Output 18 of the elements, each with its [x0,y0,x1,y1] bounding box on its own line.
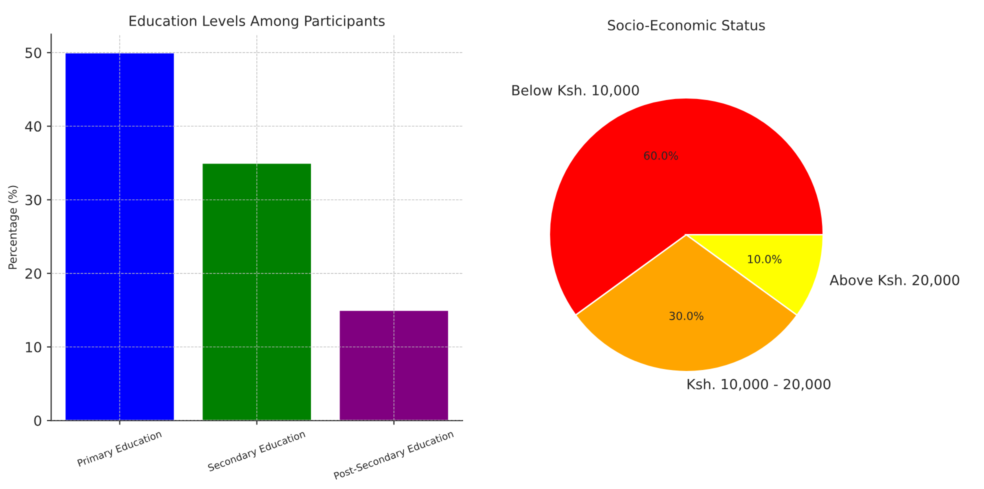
slice-label: Above Ksh. 20,000 [830,274,960,287]
chart-title: Socio-Economic Status [608,20,765,30]
chart-title: Education Levels Among Participants [130,15,385,29]
data-label: 60.0% [644,151,678,160]
bar [64,52,176,421]
data-label: 10.0% [748,254,782,264]
bar [338,309,450,421]
y-tick-label: 0 [34,416,42,426]
y-tick-label: 30 [26,194,42,206]
bar [201,162,312,421]
data-label: 30.0% [670,312,704,320]
y-tick-label: 10 [26,342,42,352]
y-axis-title: Percentage (%) [8,186,19,269]
y-tick-label: 20 [25,268,42,279]
y-tick-label: 40 [25,121,42,132]
y-tick-label: 50 [26,48,42,58]
slice-label: Below Ksh. 10,000 [512,84,639,97]
slice-label: Ksh. 10,000 - 20,000 [688,378,830,391]
